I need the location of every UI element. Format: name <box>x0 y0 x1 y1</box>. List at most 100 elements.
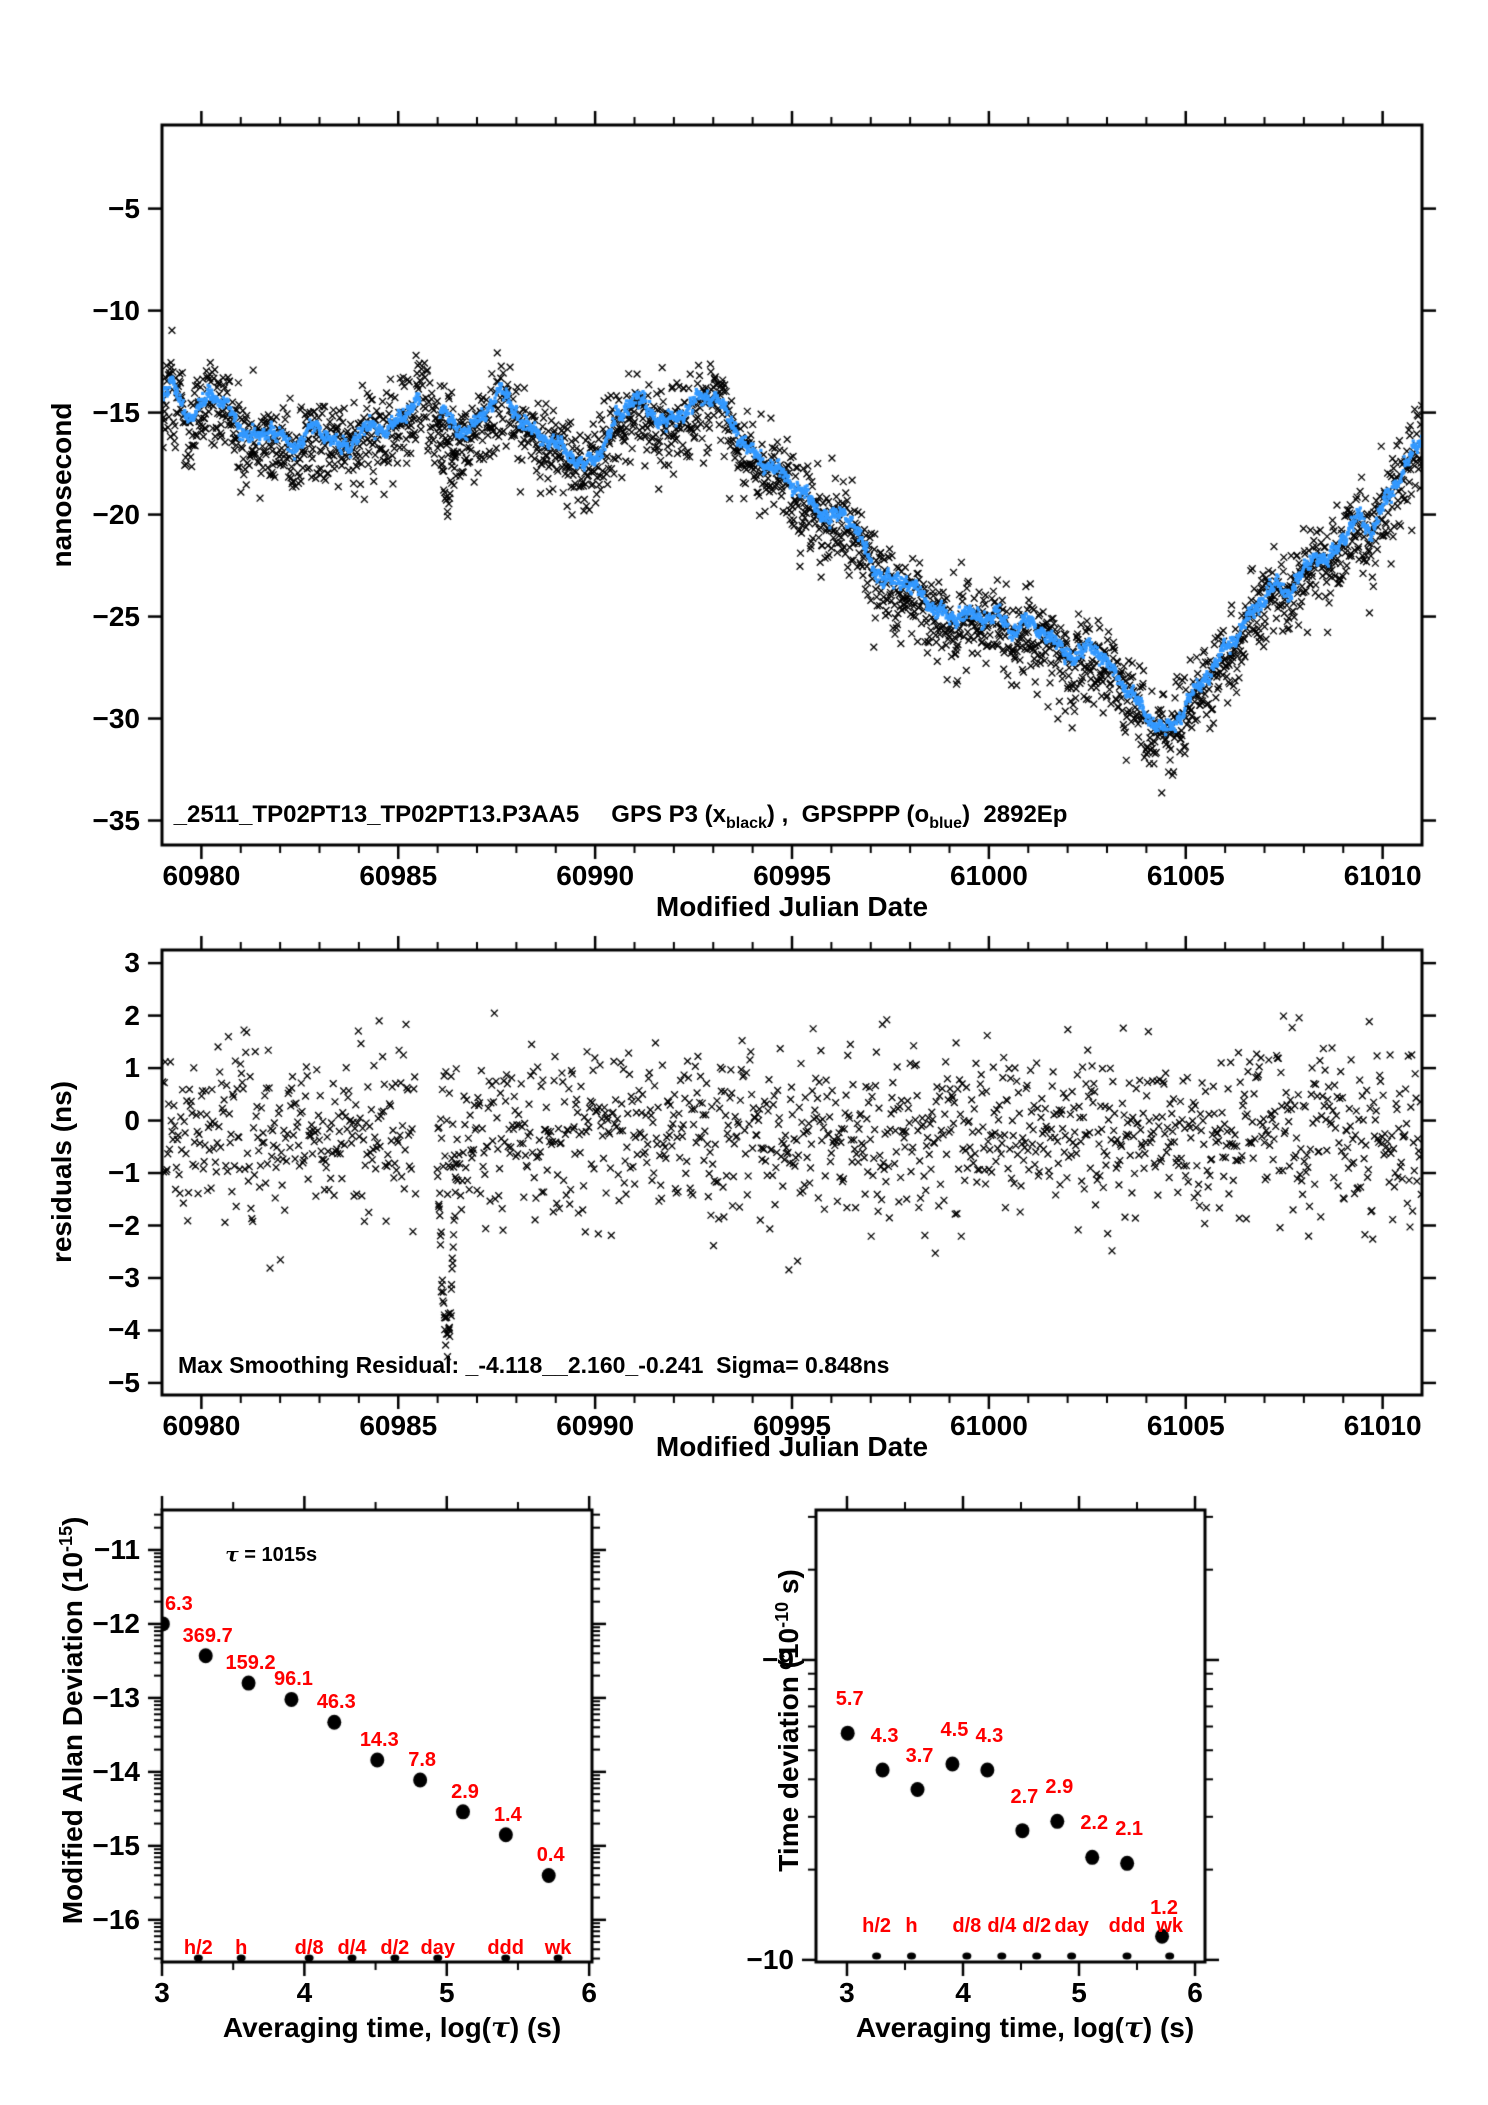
avgtime-pre: Averaging time, log( <box>222 2012 492 2043</box>
y-tick-label: 2 <box>124 999 140 1031</box>
point-value-label: 96.1 <box>273 1668 313 1691</box>
avgtime-post-2: ) (s) <box>1142 2012 1195 2043</box>
point-value-label: 4.5 <box>940 1719 969 1742</box>
tau-scale-label: wk <box>1156 1915 1184 1937</box>
x-tick-label: 60985 <box>359 1410 438 1441</box>
y-tick-label: −12 <box>92 1607 141 1639</box>
y-tick-label: −4 <box>108 1314 140 1346</box>
x-tick-label: 6 <box>1187 1977 1203 2008</box>
x-tick-label: 4 <box>296 1977 313 2008</box>
y-tick-label: 0 <box>124 1104 140 1136</box>
y-tick-label: −20 <box>92 498 141 530</box>
tau-scale-label: d/8 <box>952 1915 982 1937</box>
point-value-label: 2.2 <box>1080 1812 1109 1835</box>
x-tick-label: 3 <box>154 1977 170 2008</box>
tau-scale-label: h <box>905 1915 918 1937</box>
y-tick-label: −10 <box>92 294 141 326</box>
x-tick-label: 61010 <box>1343 860 1422 891</box>
avgtime-post: ) (s) <box>509 2012 562 2043</box>
point-value-label: 5.7 <box>835 1688 864 1711</box>
tdev-ylabel-exponent: -10 <box>772 1601 792 1628</box>
y-tick-label: 1 <box>124 1052 140 1084</box>
avgtime-axis-label-left: Averaging time, log(τ) (s) <box>193 1986 561 2070</box>
tau-scale-label: ddd <box>1108 1915 1146 1937</box>
y-tick-label: 3 <box>124 947 140 979</box>
y-tick-label: −15 <box>92 1829 141 1861</box>
y-tick-label: −9 <box>762 1643 794 1675</box>
y-tick-label: −25 <box>92 600 141 632</box>
point-value-label: 369.7 <box>182 1624 233 1647</box>
point-value-label: 7.8 <box>408 1749 437 1772</box>
y-tick-label: −1 <box>108 1157 140 1189</box>
tau-scale-label: d/2 <box>380 1937 410 1959</box>
x-tick-label: 61010 <box>1343 1410 1422 1441</box>
point-value-label: 3.7 <box>905 1744 934 1767</box>
y-tick-label: −14 <box>92 1755 141 1787</box>
tdev-ylabel-post: s) <box>773 1569 804 1602</box>
x-tick-label: 60995 <box>753 1410 831 1441</box>
point-value-label: 4.3 <box>975 1725 1004 1748</box>
mdev-ylabel-pre: Modified Allan Deviation (10 <box>57 1551 88 1925</box>
point-value-label: 2.9 <box>1045 1776 1074 1799</box>
y-tick-label: −30 <box>92 702 141 734</box>
y-tick-label: −35 <box>92 804 141 836</box>
tau-scale-label: d/4 <box>987 1915 1017 1937</box>
x-tick-label: 61005 <box>1146 1410 1225 1441</box>
tau-scale-label: wk <box>544 1937 572 1959</box>
x-tick-label: 60990 <box>556 1410 635 1441</box>
x-tick-label: 60980 <box>162 860 241 891</box>
tau-scale-label: day <box>420 1937 455 1959</box>
series-blue-subscript: blue <box>929 815 963 832</box>
series-black-label: GPS P3 (x <box>611 801 726 828</box>
x-tick-label: 5 <box>438 1977 455 2008</box>
point-value-label: 159.2 <box>225 1652 276 1675</box>
point-value-label: 2.9 <box>451 1780 479 1803</box>
mdev-ylabel-post: ) <box>57 1516 88 1526</box>
x-tick-label: 61000 <box>949 1410 1028 1441</box>
x-tick-label: 3 <box>839 1977 855 2008</box>
y-tick-label: −5 <box>108 192 140 224</box>
point-value-label: 1.2 <box>1150 1897 1178 1920</box>
point-value-label: 4.3 <box>870 1725 899 1748</box>
y-tick-label: −5 <box>108 1366 140 1398</box>
tau-annotation: τ = 1015s <box>203 1524 317 1585</box>
avgtime-tau: τ <box>491 2011 510 2044</box>
x-tick-label: 61005 <box>1146 860 1225 891</box>
avgtime-axis-label-right: Averaging time, log(τ) (s) <box>826 1986 1194 2070</box>
x-tick-label: 60990 <box>556 860 635 891</box>
y-tick-label: −11 <box>94 1533 140 1565</box>
x-tick-label: 60985 <box>359 860 438 891</box>
tdev-axis-label: Time deviation (10-10 s) <box>745 1569 831 1903</box>
point-value-label: 2.7 <box>1010 1785 1039 1808</box>
x-tick-label: 6 <box>581 1977 597 2008</box>
y-tick-label: −2 <box>108 1209 140 1241</box>
mjd-axis-label-middle: Modified Julian Date <box>655 1431 929 1462</box>
x-tick-label: 4 <box>955 1977 971 2008</box>
residuals-axis-label: residuals (ns) <box>46 1080 77 1264</box>
tau-scale-label: h <box>235 1937 248 1959</box>
avgtime-pre-2: Averaging time, log( <box>855 2012 1125 2043</box>
point-value-label: 6.3 <box>164 1592 193 1615</box>
x-tick-label: 60995 <box>753 860 831 891</box>
y-tick-label: −16 <box>92 1903 141 1935</box>
epoch-count-label: ) 2892Ep <box>962 801 1068 828</box>
tau-scale-label: h/2 <box>183 1937 213 1959</box>
tau-scale-label: d/8 <box>294 1937 324 1959</box>
tau-scale-label: d/2 <box>1022 1915 1052 1937</box>
residual-stats-annotation: Max Smoothing Residual: _-4.118__2.160_-… <box>178 1352 890 1378</box>
mdev-axis-label: Modified Allan Deviation (10-15) <box>29 1517 115 1956</box>
y-tick-label: −15 <box>92 396 141 428</box>
tau-scale-label: h/2 <box>862 1915 892 1937</box>
x-tick-label: 5 <box>1071 1977 1087 2008</box>
mdev-ylabel-exponent: -15 <box>56 1525 76 1552</box>
avgtime-tau-2: τ <box>1124 2011 1143 2044</box>
dataset-id-label: _2511_TP02PT13_TP02PT13.P3AA5 <box>173 801 580 828</box>
tau-value: = 1015s <box>238 1544 318 1566</box>
tau-scale-label: d/4 <box>337 1937 367 1959</box>
x-tick-label: 61000 <box>949 860 1028 891</box>
top-panel-title: _2511_TP02PT13_TP02PT13.P3AA5 GPS P3 (x bl… <box>147 779 1068 856</box>
x-tick-label: 60980 <box>162 1410 241 1441</box>
point-value-label: 46.3 <box>316 1691 356 1714</box>
